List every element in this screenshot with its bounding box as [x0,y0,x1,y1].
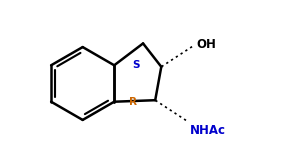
Text: R: R [129,98,137,108]
Text: NHAc: NHAc [190,124,226,137]
Text: OH: OH [196,38,216,51]
Text: S: S [132,59,140,69]
